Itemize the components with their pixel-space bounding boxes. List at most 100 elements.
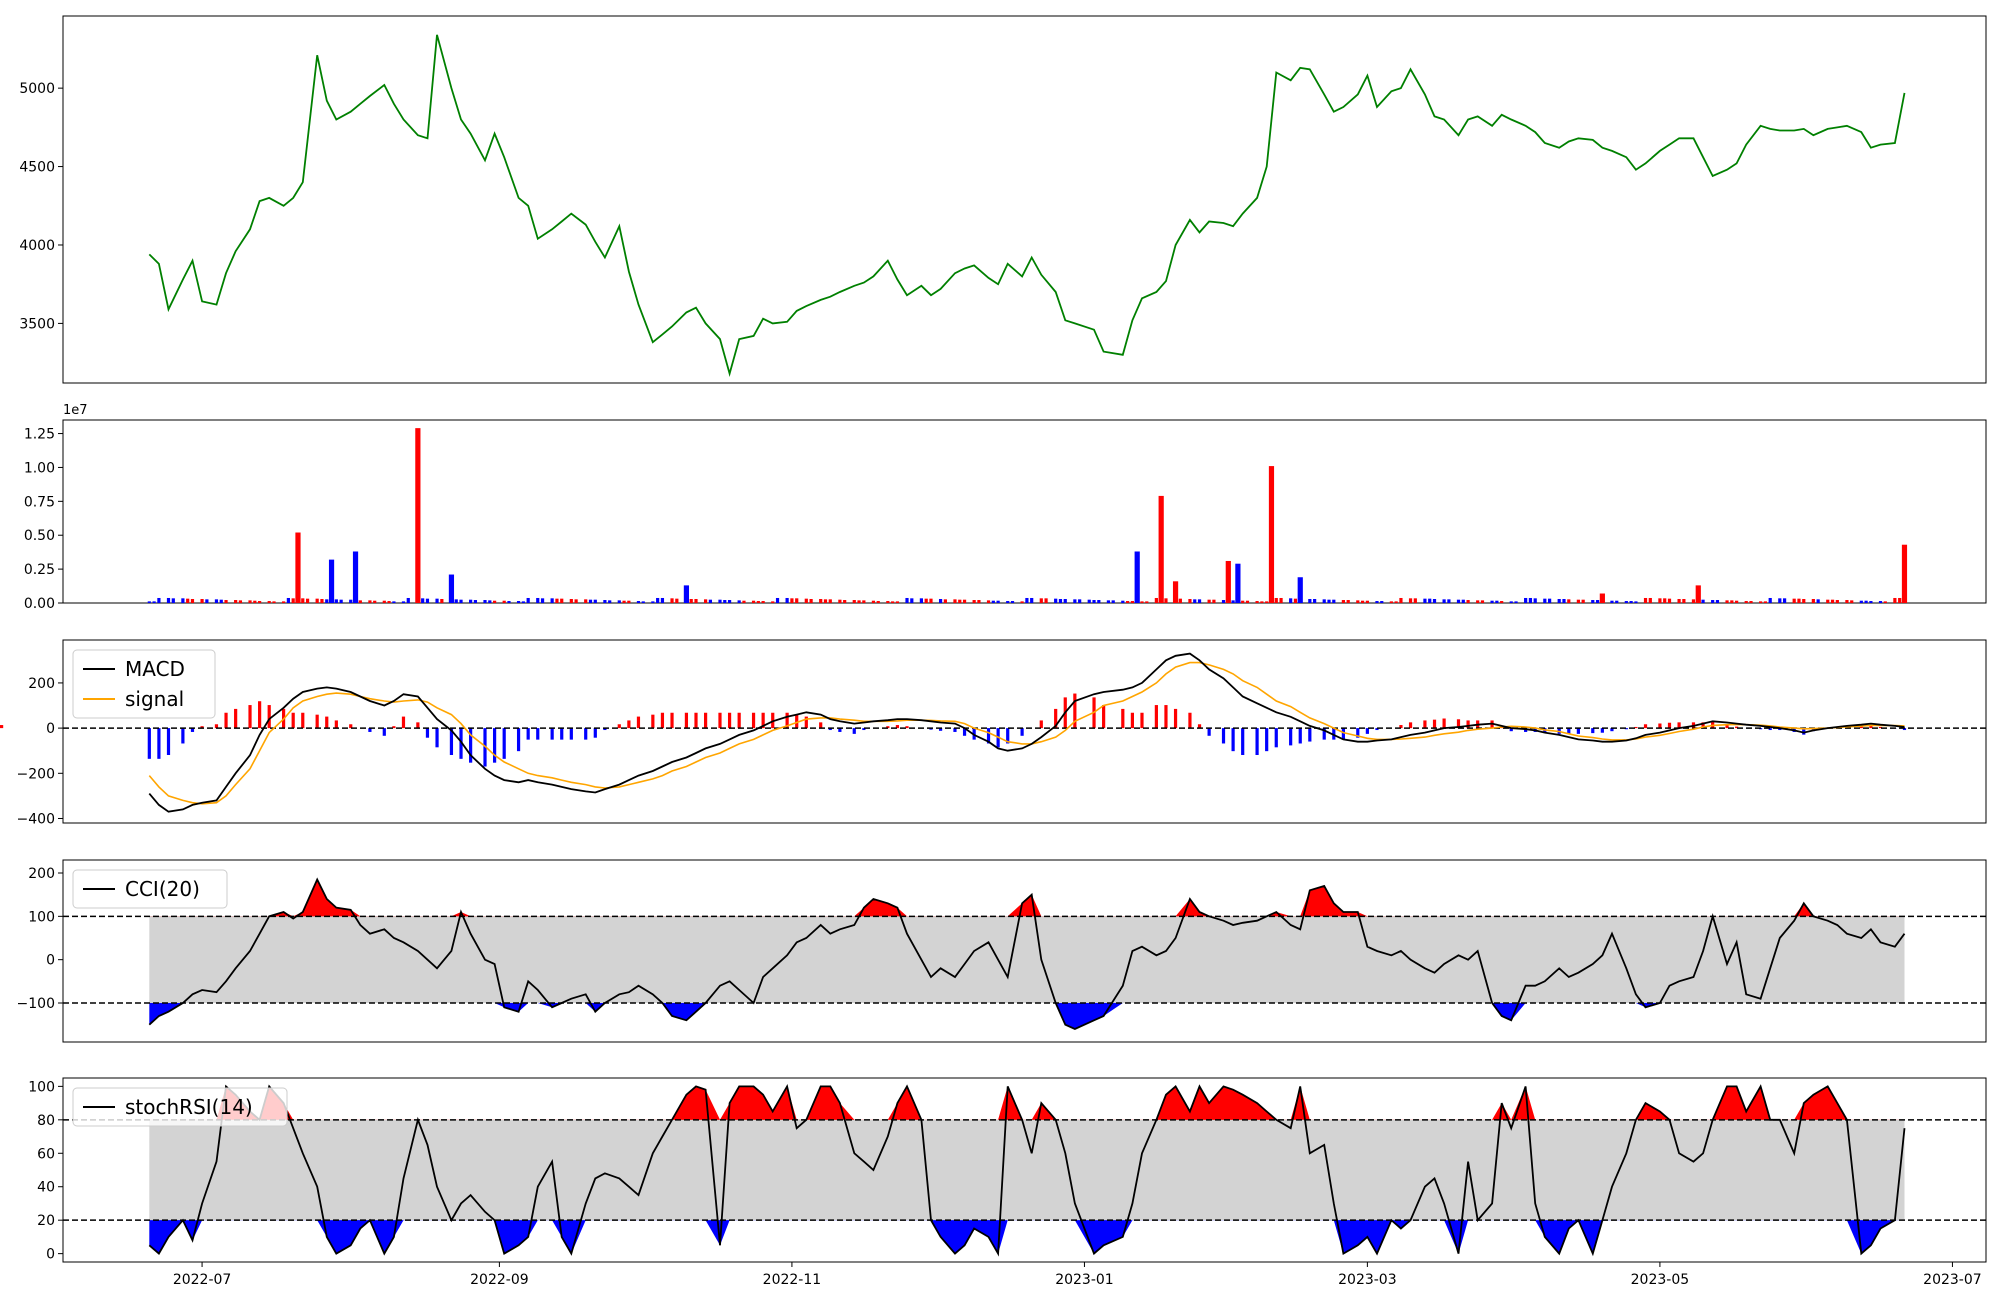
volume-bar <box>1111 600 1115 603</box>
volume-bar <box>1268 466 1275 603</box>
macd-hist-bar <box>953 728 957 732</box>
macd-hist-bar <box>1432 719 1437 729</box>
volume-bar <box>1140 601 1144 603</box>
volume-bar <box>492 600 497 603</box>
volume-bar <box>1327 599 1331 603</box>
volume-bar <box>1092 600 1096 603</box>
macd-hist-bar <box>1423 720 1427 729</box>
volume-bar <box>727 600 732 603</box>
volume-ytick-label: 0.50 <box>24 528 55 544</box>
macd-hist-bar <box>895 725 900 729</box>
volume-bar <box>435 598 439 603</box>
volume-bar <box>1375 601 1379 603</box>
volume-bar <box>1466 600 1470 603</box>
volume-bar <box>1413 598 1417 603</box>
xtick-label: 2022-11 <box>763 1272 822 1288</box>
legend-label: CCI(20) <box>125 877 200 901</box>
volume-bar <box>1360 600 1365 603</box>
volume-bar <box>248 600 252 603</box>
volume-bar <box>550 598 554 603</box>
volume-bar <box>828 599 832 603</box>
volume-bar <box>540 598 545 603</box>
volume-bar <box>1735 600 1739 603</box>
legend-box <box>72 869 228 909</box>
volume-bar <box>267 601 271 603</box>
volume-bar <box>1830 599 1835 603</box>
volume-bar <box>588 599 593 603</box>
volume-bar <box>953 599 957 603</box>
macd-hist-bar <box>1197 724 1202 729</box>
volume-bar <box>1667 598 1672 603</box>
volume-bar <box>272 601 276 603</box>
macd-hist-bar <box>761 712 765 729</box>
volume-bar <box>703 599 708 603</box>
macd-hist-bar <box>1241 728 1245 755</box>
volume-bar <box>1682 599 1686 603</box>
volume-bar <box>1883 601 1887 603</box>
macd-hist-bar <box>1006 728 1010 744</box>
macd-hist-bar <box>1466 720 1470 729</box>
volume-bar <box>1715 600 1720 603</box>
macd-hist-bar <box>1289 728 1293 746</box>
volume-bar <box>238 600 243 603</box>
volume-bar <box>1663 598 1667 603</box>
volume-bar <box>1188 599 1192 603</box>
legend-label: stochRSI(14) <box>125 1095 253 1119</box>
volume-bar <box>790 598 794 603</box>
volume-bar <box>603 600 607 603</box>
volume-bar <box>1869 601 1873 603</box>
volume-bar <box>771 601 775 603</box>
volume-bar <box>660 597 665 603</box>
volume-bar <box>1567 599 1571 603</box>
volume-bar <box>459 599 463 603</box>
macd-hist-bar <box>1231 728 1235 752</box>
volume-bar <box>1648 597 1652 603</box>
volume-bar <box>1562 599 1566 603</box>
volume-bar <box>1864 600 1868 603</box>
macd-hist-bar <box>862 728 866 731</box>
volume-bar <box>200 599 204 603</box>
volume-bar <box>1423 598 1427 603</box>
volume-bar <box>1025 597 1029 603</box>
macd-hist-bar <box>785 712 789 729</box>
volume-bar <box>924 598 928 603</box>
macd-hist-bar <box>636 716 641 729</box>
stochrsi-frame <box>62 1077 1987 1263</box>
macd-hist-bar <box>603 728 607 731</box>
volume-bar <box>1063 599 1067 603</box>
macd-hist-bar <box>1154 705 1158 729</box>
volume-bar <box>1778 598 1782 603</box>
volume-bar <box>214 599 219 603</box>
volume-bar <box>593 599 597 603</box>
volume-bar <box>1265 601 1269 603</box>
volume-bar <box>281 601 286 603</box>
volume-ytick-label: 1.00 <box>24 460 55 476</box>
macd-hist-bar <box>1365 728 1369 734</box>
volume-bar <box>1039 598 1043 603</box>
volume-bar <box>1274 597 1278 603</box>
macd-hist-bar <box>962 728 967 736</box>
volume-bar <box>905 597 909 603</box>
macd-hist-bar <box>258 701 262 729</box>
volume-bar <box>560 598 564 603</box>
macd-hist-bar <box>1039 720 1043 729</box>
volume-bar <box>723 600 727 603</box>
legend-box <box>72 649 216 719</box>
volume-bar <box>1073 599 1077 603</box>
volume-bar <box>862 600 866 603</box>
volume-bar <box>1207 599 1211 603</box>
volume-bar <box>622 600 626 603</box>
volume-bar <box>1442 599 1446 603</box>
macd-hist-bar <box>1207 728 1211 736</box>
volume-bar <box>516 601 521 603</box>
volume-bar <box>1006 601 1010 603</box>
volume-bar <box>1235 563 1241 603</box>
macd-hist-bar <box>560 728 564 740</box>
volume-bar <box>1730 600 1734 603</box>
volume-bar <box>1595 600 1600 603</box>
macd-hist-bar <box>1308 728 1312 742</box>
volume-bar <box>1599 593 1605 603</box>
macd-hist-bar <box>1576 728 1580 734</box>
macd-hist-bar <box>267 705 271 729</box>
macd-hist-bar <box>1322 728 1326 740</box>
